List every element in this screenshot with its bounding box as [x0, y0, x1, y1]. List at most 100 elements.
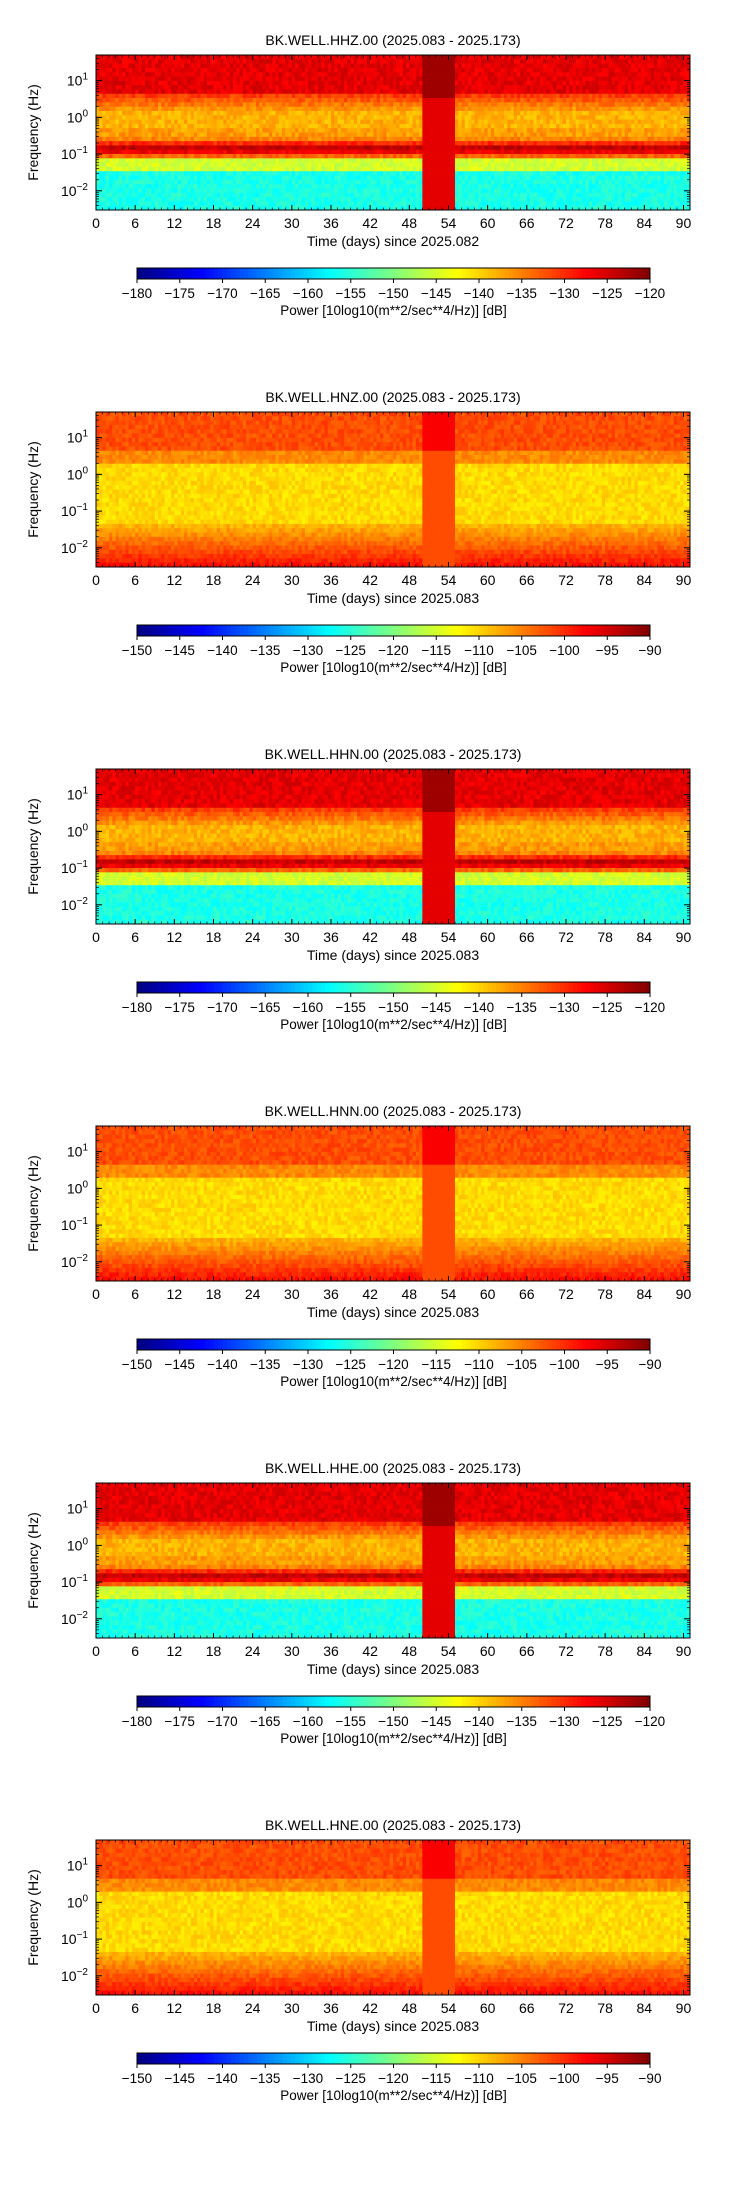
- heatmap-cell: [344, 59, 348, 64]
- heatmap-cell: [125, 154, 129, 159]
- heatmap-cell: [354, 163, 358, 168]
- heatmap-cell: [132, 163, 136, 168]
- heatmap-cell: [112, 150, 116, 155]
- heatmap-cell: [155, 64, 159, 69]
- heatmap-cell: [227, 64, 231, 69]
- heatmap-cell: [227, 81, 231, 86]
- heatmap-cell: [184, 72, 188, 77]
- heatmap-cell: [230, 193, 234, 198]
- heatmap-cell: [311, 188, 315, 193]
- heatmap-cell: [138, 133, 142, 138]
- heatmap-cell: [168, 137, 172, 142]
- heatmap-cell: [210, 81, 214, 86]
- heatmap-cell: [142, 163, 146, 168]
- heatmap-cell: [341, 171, 345, 176]
- heatmap-cell: [184, 94, 188, 99]
- heatmap-cell: [213, 163, 217, 168]
- heatmap-cell: [266, 59, 270, 64]
- heatmap-cell: [236, 171, 240, 176]
- heatmap-cell: [181, 197, 185, 202]
- heatmap-cell: [279, 81, 283, 86]
- heatmap-cell: [256, 64, 260, 69]
- heatmap-cell: [285, 115, 289, 120]
- heatmap-cell: [119, 124, 123, 129]
- heatmap-cell: [200, 120, 204, 125]
- heatmap-cell: [243, 188, 247, 193]
- heatmap-cell: [171, 128, 175, 133]
- heatmap-cell: [99, 64, 103, 69]
- heatmap-cell: [220, 180, 224, 185]
- heatmap-cell: [240, 201, 244, 206]
- heatmap-cell: [200, 133, 204, 138]
- heatmap-cell: [187, 201, 191, 206]
- heatmap-cell: [217, 171, 221, 176]
- heatmap-cell: [168, 59, 172, 64]
- heatmap-cell: [344, 89, 348, 94]
- heatmap-cell: [142, 120, 146, 125]
- heatmap-cell: [125, 167, 129, 172]
- heatmap-cell: [253, 77, 257, 82]
- heatmap-cell: [276, 145, 280, 150]
- heatmap-cell: [249, 150, 253, 155]
- heatmap-cell: [191, 137, 195, 142]
- heatmap-cell: [272, 120, 276, 125]
- heatmap-cell: [96, 124, 100, 129]
- heatmap-cell: [262, 94, 266, 99]
- heatmap-cell: [249, 120, 253, 125]
- heatmap-cell: [341, 128, 345, 133]
- heatmap-cell: [220, 68, 224, 73]
- heatmap-cell: [259, 176, 263, 181]
- heatmap-cell: [357, 145, 361, 150]
- heatmap-cell: [269, 137, 273, 142]
- heatmap-cell: [285, 193, 289, 198]
- heatmap-cell: [236, 102, 240, 107]
- heatmap-cell: [311, 145, 315, 150]
- heatmap-cell: [305, 158, 309, 163]
- heatmap-cell: [311, 137, 315, 142]
- heatmap-cell: [165, 64, 169, 69]
- heatmap-cell: [305, 188, 309, 193]
- heatmap-cell: [262, 158, 266, 163]
- heatmap-cell: [272, 163, 276, 168]
- heatmap-cell: [315, 176, 319, 181]
- heatmap-cell: [289, 145, 293, 150]
- heatmap-cell: [338, 180, 342, 185]
- heatmap-cell: [155, 55, 159, 60]
- heatmap-cell: [213, 184, 217, 189]
- heatmap-cell: [324, 150, 328, 155]
- heatmap-cell: [240, 158, 244, 163]
- heatmap-cell: [161, 111, 165, 116]
- heatmap-cell: [328, 158, 332, 163]
- heatmap-cell: [311, 201, 315, 206]
- heatmap-cell: [151, 59, 155, 64]
- heatmap-cell: [311, 171, 315, 176]
- heatmap-cell: [129, 133, 133, 138]
- heatmap-cell: [109, 154, 113, 159]
- heatmap-cell: [266, 102, 270, 107]
- heatmap-cell: [276, 98, 280, 103]
- heatmap-cell: [269, 133, 273, 138]
- heatmap-cell: [106, 89, 110, 94]
- heatmap-cell: [318, 201, 322, 206]
- heatmap-cell: [213, 124, 217, 129]
- heatmap-cell: [181, 133, 185, 138]
- heatmap-cell: [217, 107, 221, 112]
- heatmap-cell: [204, 98, 208, 103]
- heatmap-cell: [103, 68, 107, 73]
- heatmap-cell: [220, 98, 224, 103]
- heatmap-cell: [324, 94, 328, 99]
- heatmap-cell: [178, 163, 182, 168]
- heatmap-cell: [344, 120, 348, 125]
- heatmap-cell: [138, 154, 142, 159]
- heatmap-cell: [308, 188, 312, 193]
- heatmap-cell: [305, 176, 309, 181]
- heatmap-cell: [321, 150, 325, 155]
- heatmap-cell: [266, 184, 270, 189]
- heatmap-cell: [155, 141, 159, 146]
- heatmap-cell: [292, 111, 296, 116]
- heatmap-cell: [106, 197, 110, 202]
- heatmap-cell: [116, 81, 120, 86]
- heatmap-cell: [138, 167, 142, 172]
- heatmap-cell: [138, 68, 142, 73]
- heatmap-cell: [351, 59, 355, 64]
